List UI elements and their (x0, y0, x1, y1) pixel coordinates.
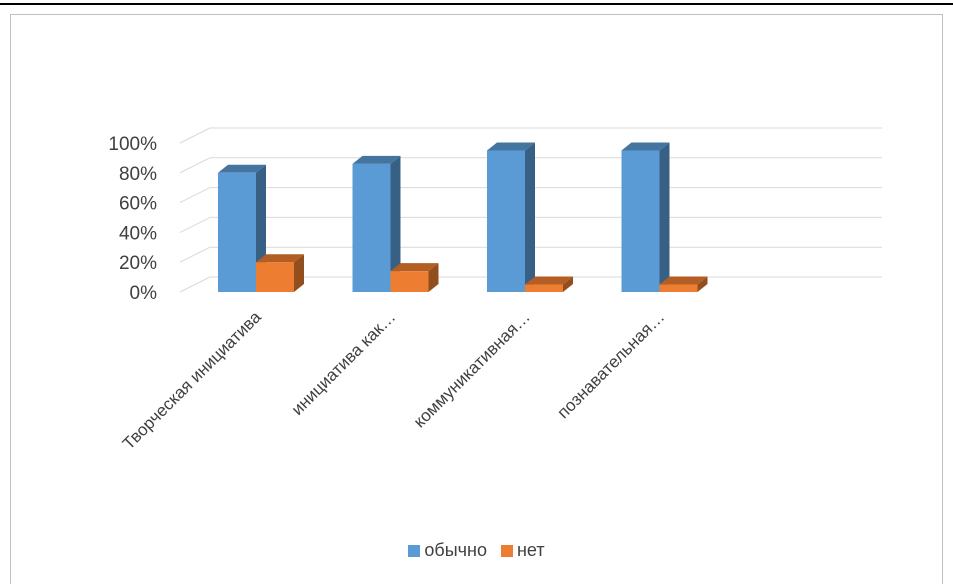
y-tick-label: 60% (119, 194, 157, 215)
legend-item-obychno: обычно (408, 540, 487, 561)
bar (218, 172, 256, 292)
legend: обычно нет (0, 540, 953, 561)
gridline-depth (179, 276, 211, 293)
legend-item-net: нет (500, 540, 545, 561)
x-tick-label: коммуникативная… (410, 307, 534, 431)
bar (659, 284, 698, 292)
y-tick-label: 80% (119, 164, 157, 185)
y-tick-label: 40% (119, 223, 157, 244)
y-tick-label: 20% (119, 253, 157, 274)
gridline-depth (179, 187, 211, 204)
gridlines (179, 127, 882, 293)
legend-swatch-orange (500, 544, 513, 557)
bar (621, 150, 660, 292)
bar-side (659, 142, 670, 292)
bar (390, 271, 429, 292)
x-tick-label: познавательная… (554, 307, 669, 422)
x-tick-label: Творческая инициатива (119, 307, 265, 453)
legend-label: нет (516, 540, 545, 560)
gridline-depth (179, 157, 211, 174)
bars (218, 142, 708, 292)
legend-label: обычно (424, 540, 487, 560)
bar-side (294, 254, 304, 292)
gridline-depth (179, 127, 211, 144)
y-axis: 0% 20% 40% 60% 80% 100% (108, 134, 157, 304)
bar-top (659, 276, 708, 285)
bar (525, 284, 563, 292)
x-axis: Творческая инициатива инициатива как… комм… (119, 307, 668, 453)
bar-top (256, 254, 304, 263)
bar-top (390, 263, 439, 272)
bar-top (487, 142, 535, 151)
x-tick-label: инициатива как… (288, 307, 400, 419)
bar-side (563, 276, 573, 292)
bar-side (525, 142, 535, 292)
bar-side (428, 263, 439, 292)
bar-top (352, 155, 401, 164)
bar (487, 150, 525, 292)
top-border-line (0, 3, 953, 5)
gridline-depth (179, 216, 211, 233)
bar (352, 163, 391, 292)
bar-side (697, 276, 708, 292)
legend-swatch-blue (408, 544, 421, 557)
gridline-depth (179, 246, 211, 263)
y-tick-label: 100% (108, 134, 157, 155)
bar-top (218, 164, 266, 173)
chart-frame (10, 14, 943, 584)
bar-side (390, 155, 401, 292)
bar (256, 262, 294, 292)
bar-top (525, 276, 573, 285)
bar-top (621, 142, 670, 151)
y-tick-label: 0% (130, 283, 158, 304)
